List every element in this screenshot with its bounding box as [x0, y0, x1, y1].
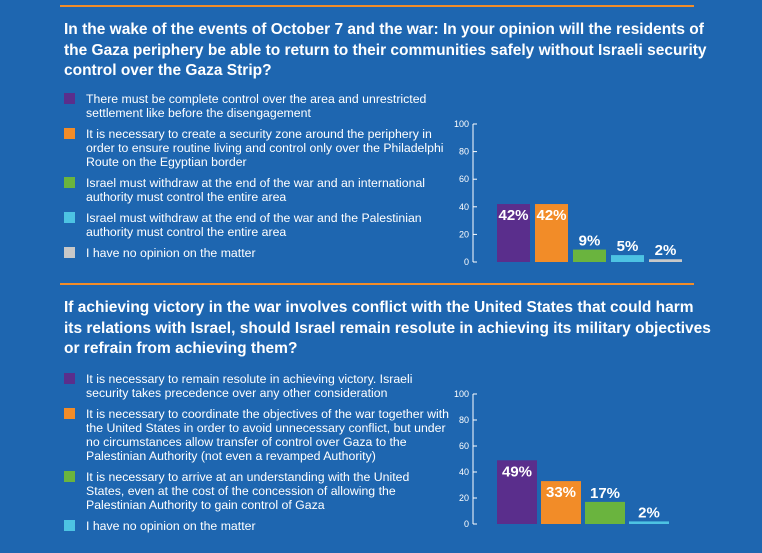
legend-item: It is necessary to arrive at an understa…: [64, 470, 449, 512]
legend-item: It is necessary to create a security zon…: [64, 127, 449, 169]
legend-swatch: [64, 177, 75, 188]
bar: [629, 521, 669, 524]
legend-label: Israel must withdraw at the end of the w…: [86, 176, 426, 204]
y-tick-label: 100: [454, 389, 469, 399]
bar-value-label: 42%: [536, 207, 566, 224]
y-tick-label: 80: [459, 147, 469, 157]
legend-item: I have no opinion on the matter: [64, 519, 449, 533]
bar: [649, 259, 682, 262]
legend-swatch: [64, 212, 75, 223]
legend-label: I have no opinion on the matter: [86, 246, 256, 260]
bar: [611, 255, 644, 262]
y-tick-label: 60: [459, 174, 469, 184]
bar-value-label: 49%: [502, 463, 532, 480]
y-tick-label: 40: [459, 467, 469, 477]
top-divider: [60, 5, 694, 7]
bar-value-label: 9%: [579, 233, 601, 250]
legend-item: Israel must withdraw at the end of the w…: [64, 176, 449, 204]
bar-value-label: 5%: [617, 238, 639, 255]
bar: [497, 460, 537, 524]
legend-label: It is necessary to remain resolute in ac…: [86, 372, 413, 400]
bar-value-label: 42%: [498, 207, 528, 224]
legend-label: Israel must withdraw at the end of the w…: [86, 211, 422, 239]
bar: [573, 249, 606, 262]
bar: [585, 501, 625, 524]
y-tick-label: 60: [459, 441, 469, 451]
bar: [535, 204, 568, 262]
legend-item: It is necessary to coordinate the object…: [64, 407, 449, 463]
bar: [497, 204, 530, 262]
legend-label: It is necessary to coordinate the object…: [86, 407, 449, 463]
legend-item: There must be complete control over the …: [64, 92, 449, 120]
question-2-legend: It is necessary to remain resolute in ac…: [64, 372, 449, 540]
legend-swatch: [64, 93, 75, 104]
legend-label: It is necessary to create a security zon…: [86, 127, 444, 169]
question-1-bar-chart: 0 20 40 60 80 100 42% 42% 9% 5% 2%: [454, 119, 682, 267]
middle-divider: [60, 283, 694, 285]
question-1-title: In the wake of the events of October 7 a…: [64, 21, 707, 79]
y-tick-label: 0: [464, 519, 469, 529]
question-2-bar-chart: 0 20 40 60 80 100 49% 33% 17% 2%: [454, 389, 669, 529]
legend-label: There must be complete control over the …: [86, 92, 427, 120]
y-tick-label: 40: [459, 202, 469, 212]
y-tick-label: 80: [459, 415, 469, 425]
legend-item: Israel must withdraw at the end of the w…: [64, 211, 449, 239]
y-tick-label: 20: [459, 229, 469, 239]
question-2-title: If achieving victory in the war involves…: [64, 299, 711, 357]
legend-item: It is necessary to remain resolute in ac…: [64, 372, 449, 400]
bar-value-label: 17%: [590, 485, 620, 502]
bar-value-label: 2%: [638, 504, 660, 521]
legend-item: I have no opinion on the matter: [64, 246, 449, 260]
legend-label: I have no opinion on the matter: [86, 519, 256, 533]
y-tick-label: 100: [454, 119, 469, 129]
bar-value-label: 2%: [655, 242, 677, 259]
legend-swatch: [64, 408, 75, 419]
y-tick-label: 0: [464, 257, 469, 267]
legend-swatch: [64, 471, 75, 482]
question-1-legend: There must be complete control over the …: [64, 92, 449, 267]
legend-swatch: [64, 128, 75, 139]
legend-label: It is necessary to arrive at an understa…: [86, 470, 410, 512]
legend-swatch: [64, 247, 75, 258]
legend-swatch: [64, 373, 75, 384]
legend-swatch: [64, 520, 75, 531]
bar-value-label: 33%: [546, 484, 576, 501]
y-tick-label: 20: [459, 493, 469, 503]
bar: [541, 481, 581, 524]
